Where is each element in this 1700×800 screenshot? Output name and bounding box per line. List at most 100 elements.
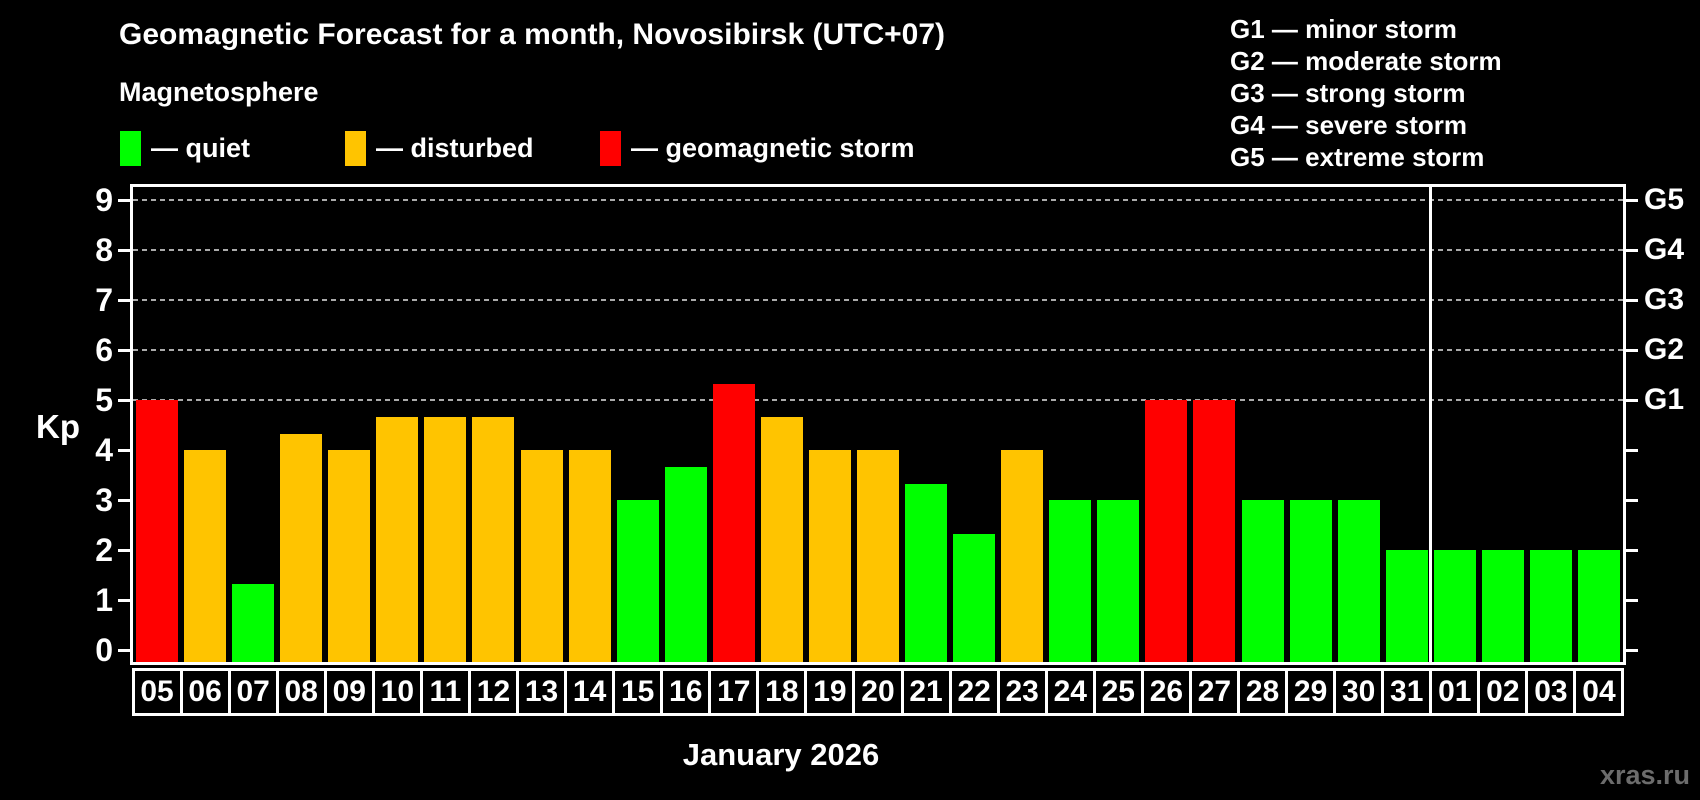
bar-day-27 [1193,400,1236,662]
watermark: xras.ru [1599,760,1690,790]
gridline-kp-9 [133,199,1623,201]
x-axis-day-cell-18: 18 [756,668,808,716]
right-axis-label-g3: G3 [1644,283,1685,316]
x-axis-day-cell-28: 28 [1236,668,1289,716]
bar-day-12 [472,416,515,662]
bar-day-30 [1337,500,1380,662]
x-axis-day-cell-15: 15 [612,668,664,716]
y-axis-tick-right [1626,298,1638,302]
x-axis-day-cell-24: 24 [1044,668,1096,716]
x-axis-day-cell-25: 25 [1092,668,1144,716]
right-axis-label-g2: G2 [1644,333,1685,366]
x-axis-day-cell-30: 30 [1333,668,1385,716]
bar-day-02 [1481,550,1524,662]
y-axis-tick-left [118,398,130,402]
x-axis-day-cell-22: 22 [948,668,1000,716]
plot-area [130,184,1626,665]
bar-day-22 [953,533,996,662]
y-axis-tick-left [118,198,130,202]
y-axis-tick-right [1626,248,1638,252]
bar-day-13 [520,450,563,662]
y-axis-tick-right [1626,398,1638,402]
y-axis-tick-label-9: 9 [95,182,113,218]
y-axis-tick-left [118,548,130,552]
x-axis-day-cell-08: 08 [275,668,327,716]
x-axis-day-cell-31: 31 [1381,668,1433,716]
y-axis-tick-left [118,598,130,602]
x-axis-day-cell-17: 17 [708,668,760,716]
y-axis-tick-label-6: 6 [95,332,113,368]
x-axis-day-cell-01: 01 [1429,668,1481,716]
g-legend-line-2: G2 — moderate storm [1230,46,1502,76]
bar-day-10 [376,416,419,662]
x-axis-day-cell-29: 29 [1285,668,1337,716]
y-axis-tick-label-4: 4 [95,432,113,468]
y-axis-tick-left [118,298,130,302]
y-axis-tick-left [118,248,130,252]
bar-day-23 [1001,450,1044,662]
bar-day-14 [568,450,611,662]
bar-day-21 [905,483,948,662]
gridline-kp-8 [133,249,1623,251]
y-axis-tick-label-5: 5 [95,382,113,418]
y-axis-tick-right [1626,448,1638,452]
x-axis-day-cell-07: 07 [227,668,279,716]
bar-day-15 [616,500,659,662]
chart-title: Geomagnetic Forecast for a month, Novosi… [119,18,946,51]
y-axis-tick-label-1: 1 [95,582,113,618]
y-axis-tick-label-0: 0 [95,632,113,668]
gridline-kp-5 [133,399,1623,401]
bar-day-09 [328,450,371,662]
bar-day-26 [1145,400,1188,662]
x-axis-day-cell-02: 02 [1477,668,1529,716]
bar-day-05 [136,400,179,662]
x-axis-day-cell-03: 03 [1525,668,1577,716]
legend-swatch-disturbed-icon [345,131,366,166]
x-axis-day-cell-11: 11 [419,668,471,716]
x-axis-day-cell-13: 13 [516,668,568,716]
bar-day-28 [1241,500,1284,662]
legend-swatch-storm-icon [600,131,621,166]
legend-label-storm: — geomagnetic storm [631,133,915,163]
bar-day-01 [1433,550,1476,662]
g-legend-line-5: G5 — extreme storm [1230,142,1485,172]
x-axis-day-cell-27: 27 [1188,668,1240,716]
gridline-kp-6 [133,349,1623,351]
bar-day-16 [664,466,707,662]
x-axis-day-cell-06: 06 [179,668,231,716]
month-separator-line [1429,187,1433,662]
x-axis-day-cell-19: 19 [804,668,856,716]
bar-day-07 [232,583,275,662]
y-axis-tick-left [118,348,130,352]
bar-day-19 [808,450,851,662]
x-axis-day-cell-10: 10 [371,668,423,716]
y-axis-tick-right [1626,548,1638,552]
bar-day-25 [1097,500,1140,662]
y-axis-label: Kp [36,408,80,445]
x-axis-day-cell-14: 14 [564,668,616,716]
y-axis-tick-left [118,648,130,652]
y-axis-tick-right [1626,498,1638,502]
legend-label-disturbed: — disturbed [376,133,534,163]
x-axis-day-cell-16: 16 [660,668,712,716]
bar-day-08 [280,433,323,662]
right-axis-label-g5: G5 [1644,183,1685,216]
right-axis-label-g4: G4 [1644,233,1685,266]
bar-day-17 [712,383,755,662]
y-axis-tick-right [1626,348,1638,352]
y-axis-tick-right [1626,598,1638,602]
bar-day-20 [857,450,899,662]
y-axis-tick-left [118,498,130,502]
bar-day-24 [1049,500,1092,662]
y-axis-tick-label-7: 7 [95,282,113,318]
g-legend-line-4: G4 — severe storm [1230,110,1468,140]
y-axis-tick-label-2: 2 [95,532,113,568]
bar-day-04 [1577,550,1620,662]
bar-day-03 [1529,550,1572,662]
x-axis-day-cell-05: 05 [131,668,183,716]
legend-label-quiet: — quiet [151,133,250,163]
y-axis-tick-label-8: 8 [95,232,113,268]
x-axis-day-cell-20: 20 [852,668,904,716]
legend-swatch-quiet-icon [120,131,141,166]
